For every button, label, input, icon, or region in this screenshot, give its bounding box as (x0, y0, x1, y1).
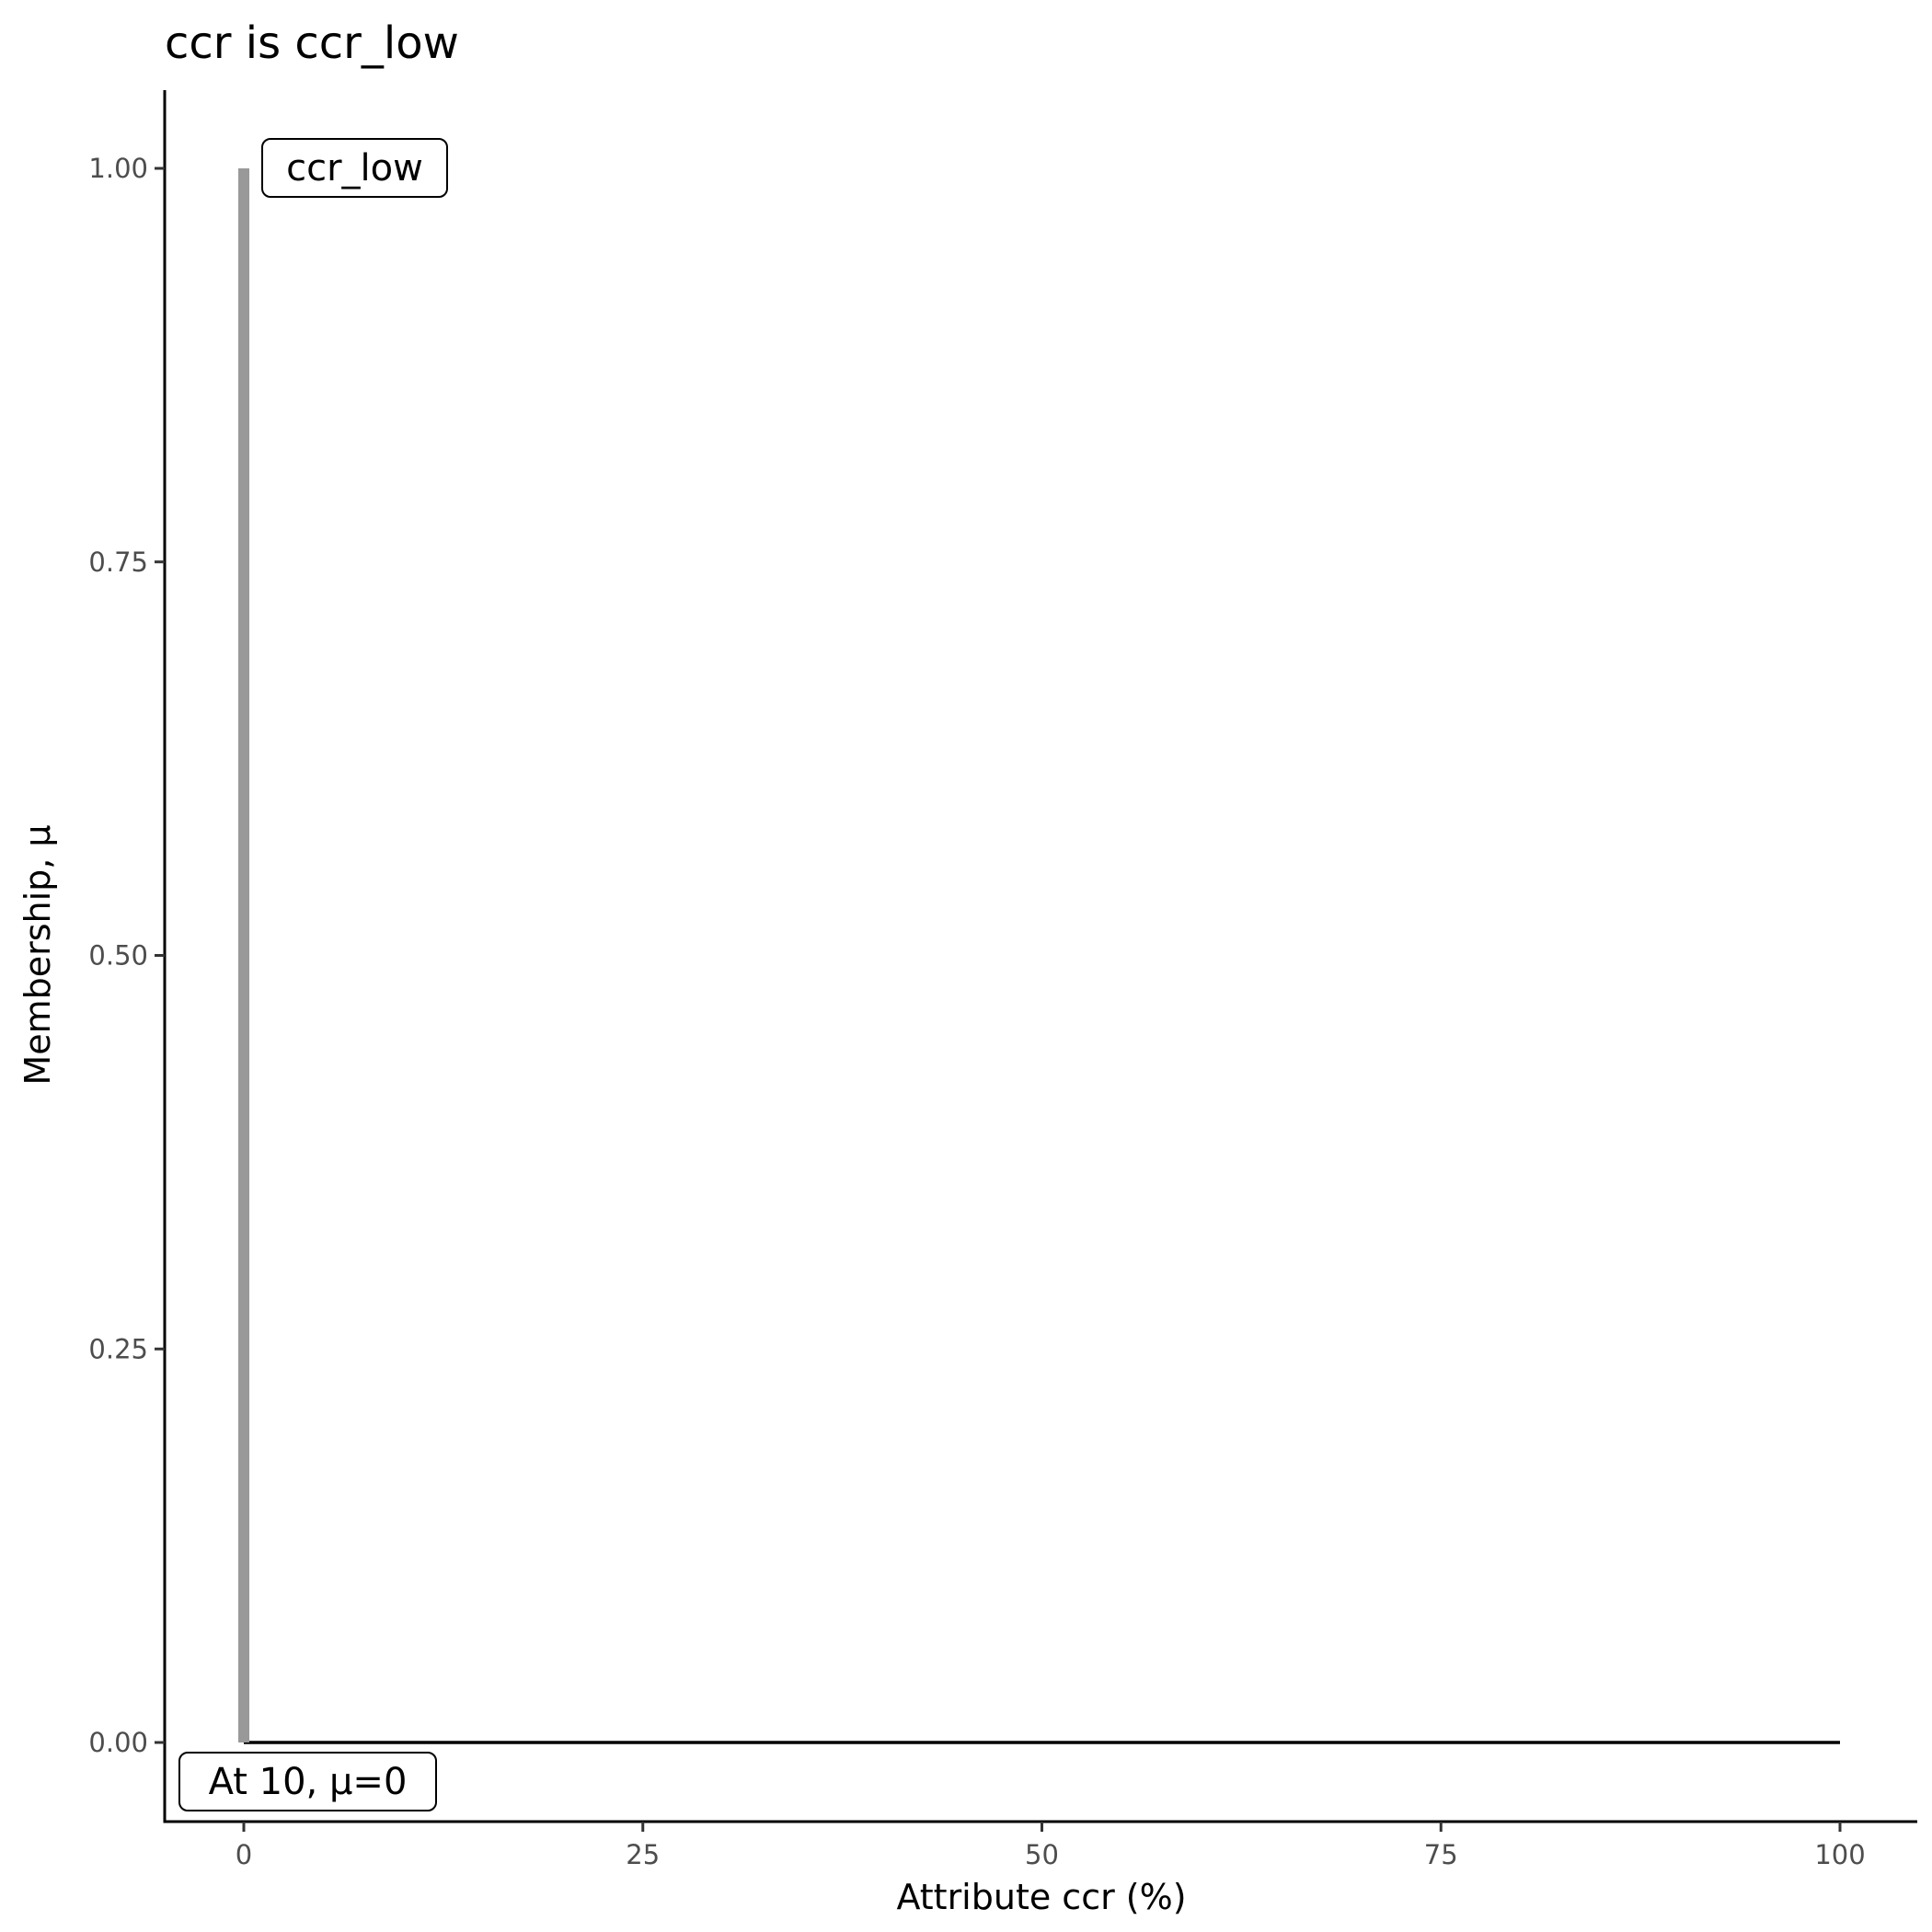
y-tick-label: 0.25 (88, 1333, 148, 1364)
chart-title: ccr is ccr_low (165, 17, 459, 69)
x-tick-label: 100 (1814, 1839, 1865, 1870)
y-tick-label: 1.00 (88, 153, 148, 184)
annotation-box (261, 138, 448, 198)
x-tick-label: 25 (626, 1839, 660, 1870)
x-tick-label: 0 (236, 1839, 252, 1870)
annotation-label: ccr_low (261, 138, 448, 198)
x-tick-label: 75 (1424, 1839, 1458, 1870)
plot-area (238, 168, 1840, 1744)
annotation-text: ccr_low (286, 147, 423, 190)
annotation-labels: ccr_low At 10, μ=0 (178, 138, 448, 1811)
x-axis-title: Attribute ccr (%) (896, 1877, 1186, 1917)
y-tick-label: 0.75 (88, 546, 148, 578)
y-axis-title: Membership, μ (17, 824, 58, 1085)
annotation-label: At 10, μ=0 (178, 1752, 437, 1811)
x-tick-label: 50 (1025, 1839, 1059, 1870)
annotation-box (178, 1752, 437, 1811)
y-tick-label: 0.50 (88, 940, 148, 972)
x-axis-ticks: 0 25 50 75 100 (236, 1822, 1866, 1870)
y-tick-label: 0.00 (88, 1727, 148, 1758)
annotation-text: At 10, μ=0 (209, 1761, 408, 1803)
y-axis-ticks: 0.00 0.25 0.50 0.75 1.00 (88, 153, 165, 1758)
